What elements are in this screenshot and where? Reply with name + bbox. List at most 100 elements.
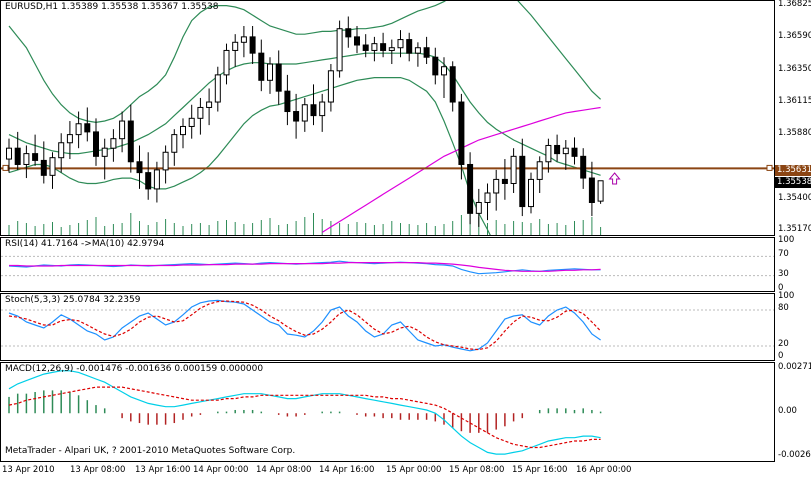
price-tick-label: 1.36115 bbox=[778, 95, 811, 106]
stoch-tick-label: 20 bbox=[778, 339, 789, 349]
rsi-tick-label: 100 bbox=[778, 235, 795, 245]
candle-bullish bbox=[188, 117, 195, 127]
macd-chart bbox=[8, 370, 602, 455]
candle-bullish bbox=[562, 147, 569, 155]
time-tick-label: 14 Apr 08:00 bbox=[256, 465, 312, 475]
candle-bearish bbox=[127, 120, 134, 163]
hline-price-tag: 1.35631 bbox=[775, 165, 811, 176]
ohlc-values: 1.35389 1.35538 1.35367 1.35538 bbox=[61, 2, 219, 12]
rsi-title: RSI(14) 41.7164 ->MA(10) 42.9794 bbox=[5, 239, 165, 249]
rsi-tick-label: 0 bbox=[778, 283, 784, 293]
candle-bullish bbox=[66, 134, 73, 144]
price-tick-label: 1.35400 bbox=[778, 192, 811, 203]
price-pane[interactable]: EURUSD,H1 1.35389 1.35538 1.35367 1.3553… bbox=[0, 0, 775, 236]
time-tick-label: 15 Apr 08:00 bbox=[449, 465, 505, 475]
candle-bullish bbox=[101, 147, 108, 157]
candle-bullish bbox=[214, 74, 221, 103]
rsi-ma-line bbox=[9, 262, 601, 272]
symbol-title: EURUSD,H1 bbox=[5, 2, 59, 12]
bollinger-upper bbox=[8, 1, 602, 124]
candle-bearish bbox=[32, 153, 39, 161]
candle-bullish bbox=[75, 123, 82, 136]
stoch-d-line bbox=[8, 300, 602, 351]
stoch-axis: 100 80 20 0 bbox=[775, 291, 811, 361]
candle-bullish bbox=[232, 41, 239, 51]
candle-bullish bbox=[336, 28, 343, 72]
candle-bullish bbox=[510, 155, 517, 184]
candle-bullish bbox=[597, 180, 604, 202]
price-axis: 1.36825 1.36590 1.36350 1.36115 1.35880 1.354… bbox=[775, 0, 811, 236]
stoch-k-line bbox=[8, 299, 601, 352]
candle-bearish bbox=[258, 52, 265, 81]
stoch-tick-label: 0 bbox=[778, 351, 784, 361]
time-tick-label: 14 Apr 00:00 bbox=[193, 465, 249, 475]
rsi-tick-label: 70 bbox=[778, 249, 789, 260]
price-tick-label: 1.36825 bbox=[778, 0, 811, 10]
buy-arrow-icon bbox=[608, 172, 621, 185]
candle-bearish bbox=[354, 36, 360, 46]
candle-bullish bbox=[301, 104, 308, 122]
candle-bearish bbox=[588, 177, 595, 203]
time-tick-label: 16 Apr 00:00 bbox=[576, 465, 632, 475]
candle-bullish bbox=[197, 106, 204, 119]
macd-tick-label: 0.00271 bbox=[778, 362, 811, 372]
candle-bearish bbox=[310, 104, 317, 117]
candle-bullish bbox=[119, 120, 126, 140]
candle-bearish bbox=[501, 178, 508, 184]
candle-bullish bbox=[388, 47, 395, 51]
candle-bearish bbox=[449, 66, 456, 103]
candle-bullish bbox=[58, 142, 65, 159]
candle-bullish bbox=[6, 147, 12, 160]
price-tick-label: 1.35880 bbox=[778, 127, 811, 138]
candle-bullish bbox=[267, 63, 273, 81]
candle-bullish bbox=[545, 144, 552, 163]
macd-signal-line bbox=[8, 386, 601, 449]
candle-bullish bbox=[493, 178, 500, 194]
candle-bearish bbox=[93, 131, 99, 157]
candle-bearish bbox=[14, 147, 21, 165]
candle-bearish bbox=[432, 56, 439, 76]
candle-bullish bbox=[153, 169, 160, 190]
candle-bearish bbox=[145, 172, 152, 190]
stoch-chart bbox=[1, 299, 774, 352]
candle-bullish bbox=[171, 134, 178, 153]
macd-pane[interactable]: MACD(12,26,9) -0.001476 -0.001636 0.0001… bbox=[0, 362, 775, 462]
candle-bearish bbox=[284, 90, 291, 113]
rsi-pane[interactable]: RSI(14) 41.7164 ->MA(10) 42.9794 bbox=[0, 237, 775, 292]
candle-bullish bbox=[414, 47, 421, 54]
time-tick-label: 13 Apr 2010 bbox=[2, 465, 55, 475]
copyright-text: MetaTrader - Alpari UK, ? 2001-2010 Meta… bbox=[5, 446, 296, 456]
candle-bearish bbox=[423, 47, 430, 58]
candle-bearish bbox=[554, 144, 561, 155]
candle-bullish bbox=[327, 70, 334, 103]
macd-tick-label: 0.00 bbox=[778, 406, 797, 417]
current-price-tag: 1.35538 bbox=[775, 177, 811, 188]
candle-bullish bbox=[110, 138, 117, 149]
candle-bearish bbox=[40, 159, 47, 176]
bollinger-lower bbox=[8, 76, 491, 235]
rsi-chart bbox=[1, 255, 774, 277]
price-chart bbox=[1, 1, 774, 235]
candle-bullish bbox=[397, 39, 404, 49]
candle-bullish bbox=[528, 178, 534, 208]
time-tick-label: 15 Apr 16:00 bbox=[512, 465, 568, 475]
hline-handle-right bbox=[766, 164, 773, 171]
candle-bearish bbox=[580, 155, 587, 179]
price-tick-label: 1.35170 bbox=[778, 224, 811, 234]
macd-tick-label: -0.00268 bbox=[778, 450, 811, 460]
candle-bearish bbox=[249, 36, 256, 54]
time-tick-label: 14 Apr 16:00 bbox=[319, 465, 375, 475]
stoch-tick-label: 100 bbox=[778, 291, 795, 301]
stoch-pane[interactable]: Stoch(5,3,3) 25.0784 32.2359 bbox=[0, 293, 775, 361]
candle-bearish bbox=[406, 39, 413, 54]
rsi-axis: 100 70 30 0 bbox=[775, 235, 811, 293]
macd-axis: 0.00271 0.00 -0.00268 bbox=[775, 362, 811, 462]
candle-bullish bbox=[206, 101, 213, 108]
candle-bullish bbox=[371, 43, 378, 51]
candle-bullish bbox=[441, 66, 447, 76]
candle-bearish bbox=[571, 147, 578, 157]
candle-bullish bbox=[475, 201, 482, 214]
candle-bullish bbox=[484, 192, 491, 203]
macd-title: MACD(12,26,9) -0.001476 -0.001636 0.0001… bbox=[5, 364, 264, 374]
candle-bearish bbox=[84, 123, 91, 133]
